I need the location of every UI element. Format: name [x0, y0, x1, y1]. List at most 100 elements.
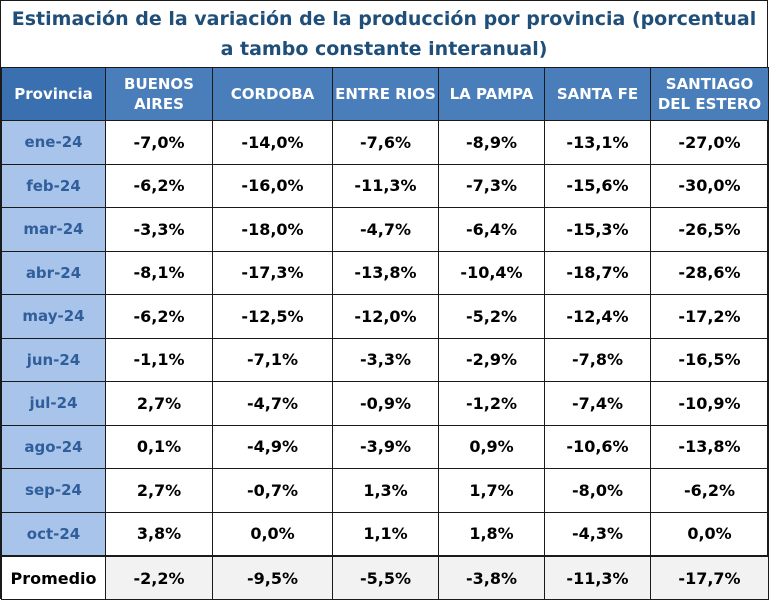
- table-cell: -2,9%: [438, 337, 545, 382]
- column-header: SANTIAGO DEL ESTERO: [650, 67, 769, 121]
- table-row: mar-24 -3,3% -18,0% -4,7% -6,4% -15,3% -26,5%: [1, 207, 769, 252]
- row-label: jul-24: [1, 381, 106, 426]
- table-cell: -16,0%: [212, 163, 333, 208]
- column-header: CORDOBA: [212, 67, 333, 121]
- table-cell: -7,6%: [332, 120, 439, 165]
- table-row: ago-24 0,1% -4,9% -3,9% 0,9% -10,6% -13,8%: [1, 424, 769, 469]
- table-cell: -7,0%: [105, 120, 213, 165]
- table-cell: 0,9%: [438, 424, 545, 469]
- table-cell: -0,9%: [332, 381, 439, 426]
- table-row: abr-24 -8,1% -17,3% -13,8% -10,4% -18,7% -28,6…: [1, 250, 769, 295]
- table-cell: -7,3%: [438, 163, 545, 208]
- table-cell: -10,4%: [438, 250, 545, 295]
- row-label: sep-24: [1, 468, 106, 513]
- table-row: oct-24 3,8% 0,0% 1,1% 1,8% -4,3% 0,0%: [1, 511, 769, 557]
- average-cell: -9,5%: [212, 555, 333, 600]
- average-cell: -3,8%: [438, 555, 545, 600]
- average-label: Promedio: [1, 555, 106, 600]
- table-cell: -4,9%: [212, 424, 333, 469]
- table-cell: -11,3%: [332, 163, 439, 208]
- table-cell: -27,0%: [650, 120, 769, 165]
- table-row: jul-24 2,7% -4,7% -0,9% -1,2% -7,4% -10,9%: [1, 381, 769, 426]
- table-cell: 2,7%: [105, 468, 213, 513]
- row-label: feb-24: [1, 163, 106, 208]
- table-cell: 0,0%: [212, 511, 333, 557]
- row-label: jun-24: [1, 337, 106, 382]
- table-cell: 2,7%: [105, 381, 213, 426]
- column-header: SANTA FE: [544, 67, 651, 121]
- table-cell: -12,0%: [332, 294, 439, 339]
- row-label: ago-24: [1, 424, 106, 469]
- table-cell: -7,4%: [544, 381, 651, 426]
- table-cell: -3,3%: [332, 337, 439, 382]
- table-cell: 1,8%: [438, 511, 545, 557]
- table-cell: -30,0%: [650, 163, 769, 208]
- table-cell: 1,1%: [332, 511, 439, 557]
- average-cell: -17,7%: [650, 555, 769, 600]
- table-cell: -26,5%: [650, 207, 769, 252]
- table-cell: -14,0%: [212, 120, 333, 165]
- table-cell: -13,8%: [650, 424, 769, 469]
- table-cell: -15,6%: [544, 163, 651, 208]
- row-label: ene-24: [1, 120, 106, 165]
- table-row: feb-24 -6,2% -16,0% -11,3% -7,3% -15,6% -30,0%: [1, 163, 769, 208]
- table-cell: -8,1%: [105, 250, 213, 295]
- table-cell: -6,2%: [650, 468, 769, 513]
- table-row: jun-24 -1,1% -7,1% -3,3% -2,9% -7,8% -16,5%: [1, 337, 769, 382]
- table-cell: -15,3%: [544, 207, 651, 252]
- average-cell: -2,2%: [105, 555, 213, 600]
- table-cell: -7,8%: [544, 337, 651, 382]
- column-header: ENTRE RIOS: [332, 67, 439, 121]
- table-cell: -18,0%: [212, 207, 333, 252]
- table-cell: -10,9%: [650, 381, 769, 426]
- table-cell: -13,8%: [332, 250, 439, 295]
- row-label: may-24: [1, 294, 106, 339]
- table-cell: -6,2%: [105, 294, 213, 339]
- header-row: Provincia BUENOS AIRES CORDOBA ENTRE RIOS L…: [1, 67, 769, 121]
- table-cell: -8,9%: [438, 120, 545, 165]
- table-cell: -7,1%: [212, 337, 333, 382]
- table-cell: -13,1%: [544, 120, 651, 165]
- table-cell: -17,3%: [212, 250, 333, 295]
- average-cell: -5,5%: [332, 555, 439, 600]
- table-cell: 0,1%: [105, 424, 213, 469]
- table-cell: -28,6%: [650, 250, 769, 295]
- table-cell: -4,7%: [212, 381, 333, 426]
- table-cell: 3,8%: [105, 511, 213, 557]
- row-label: oct-24: [1, 511, 106, 557]
- table-row: sep-24 2,7% -0,7% 1,3% 1,7% -8,0% -6,2%: [1, 468, 769, 513]
- table-cell: -6,4%: [438, 207, 545, 252]
- table-cell: 1,7%: [438, 468, 545, 513]
- table-cell: -8,0%: [544, 468, 651, 513]
- header-provincia: Provincia: [1, 67, 106, 121]
- table-cell: -12,5%: [212, 294, 333, 339]
- table-cell: -4,3%: [544, 511, 651, 557]
- table-cell: -3,9%: [332, 424, 439, 469]
- table-cell: -12,4%: [544, 294, 651, 339]
- table-cell: -18,7%: [544, 250, 651, 295]
- row-label: mar-24: [1, 207, 106, 252]
- data-table: Provincia BUENOS AIRES CORDOBA ENTRE RIOS L…: [1, 67, 769, 600]
- column-header: LA PAMPA: [438, 67, 545, 121]
- row-label: abr-24: [1, 250, 106, 295]
- table-title: Estimación de la variación de la producc…: [11, 8, 757, 60]
- table-cell: 0,0%: [650, 511, 769, 557]
- average-cell: -11,3%: [544, 555, 651, 600]
- table-cell: -0,7%: [212, 468, 333, 513]
- average-row: Promedio -2,2% -9,5% -5,5% -3,8% -11,3% -17,7…: [1, 555, 769, 600]
- table-row: ene-24 -7,0% -14,0% -7,6% -8,9% -13,1% -27,0%: [1, 120, 769, 165]
- table-cell: -1,2%: [438, 381, 545, 426]
- table-cell: -6,2%: [105, 163, 213, 208]
- table-cell: 1,3%: [332, 468, 439, 513]
- table-row: may-24 -6,2% -12,5% -12,0% -5,2% -12,4% -17,2%: [1, 294, 769, 339]
- table-cell: -17,2%: [650, 294, 769, 339]
- table-cell: -1,1%: [105, 337, 213, 382]
- table-cell: -16,5%: [650, 337, 769, 382]
- column-header: BUENOS AIRES: [105, 67, 213, 121]
- table-cell: -3,3%: [105, 207, 213, 252]
- table-cell: -4,7%: [332, 207, 439, 252]
- table-body: ene-24 -7,0% -14,0% -7,6% -8,9% -13,1% -27,0% f…: [1, 120, 769, 557]
- table-cell: -10,6%: [544, 424, 651, 469]
- table-cell: -5,2%: [438, 294, 545, 339]
